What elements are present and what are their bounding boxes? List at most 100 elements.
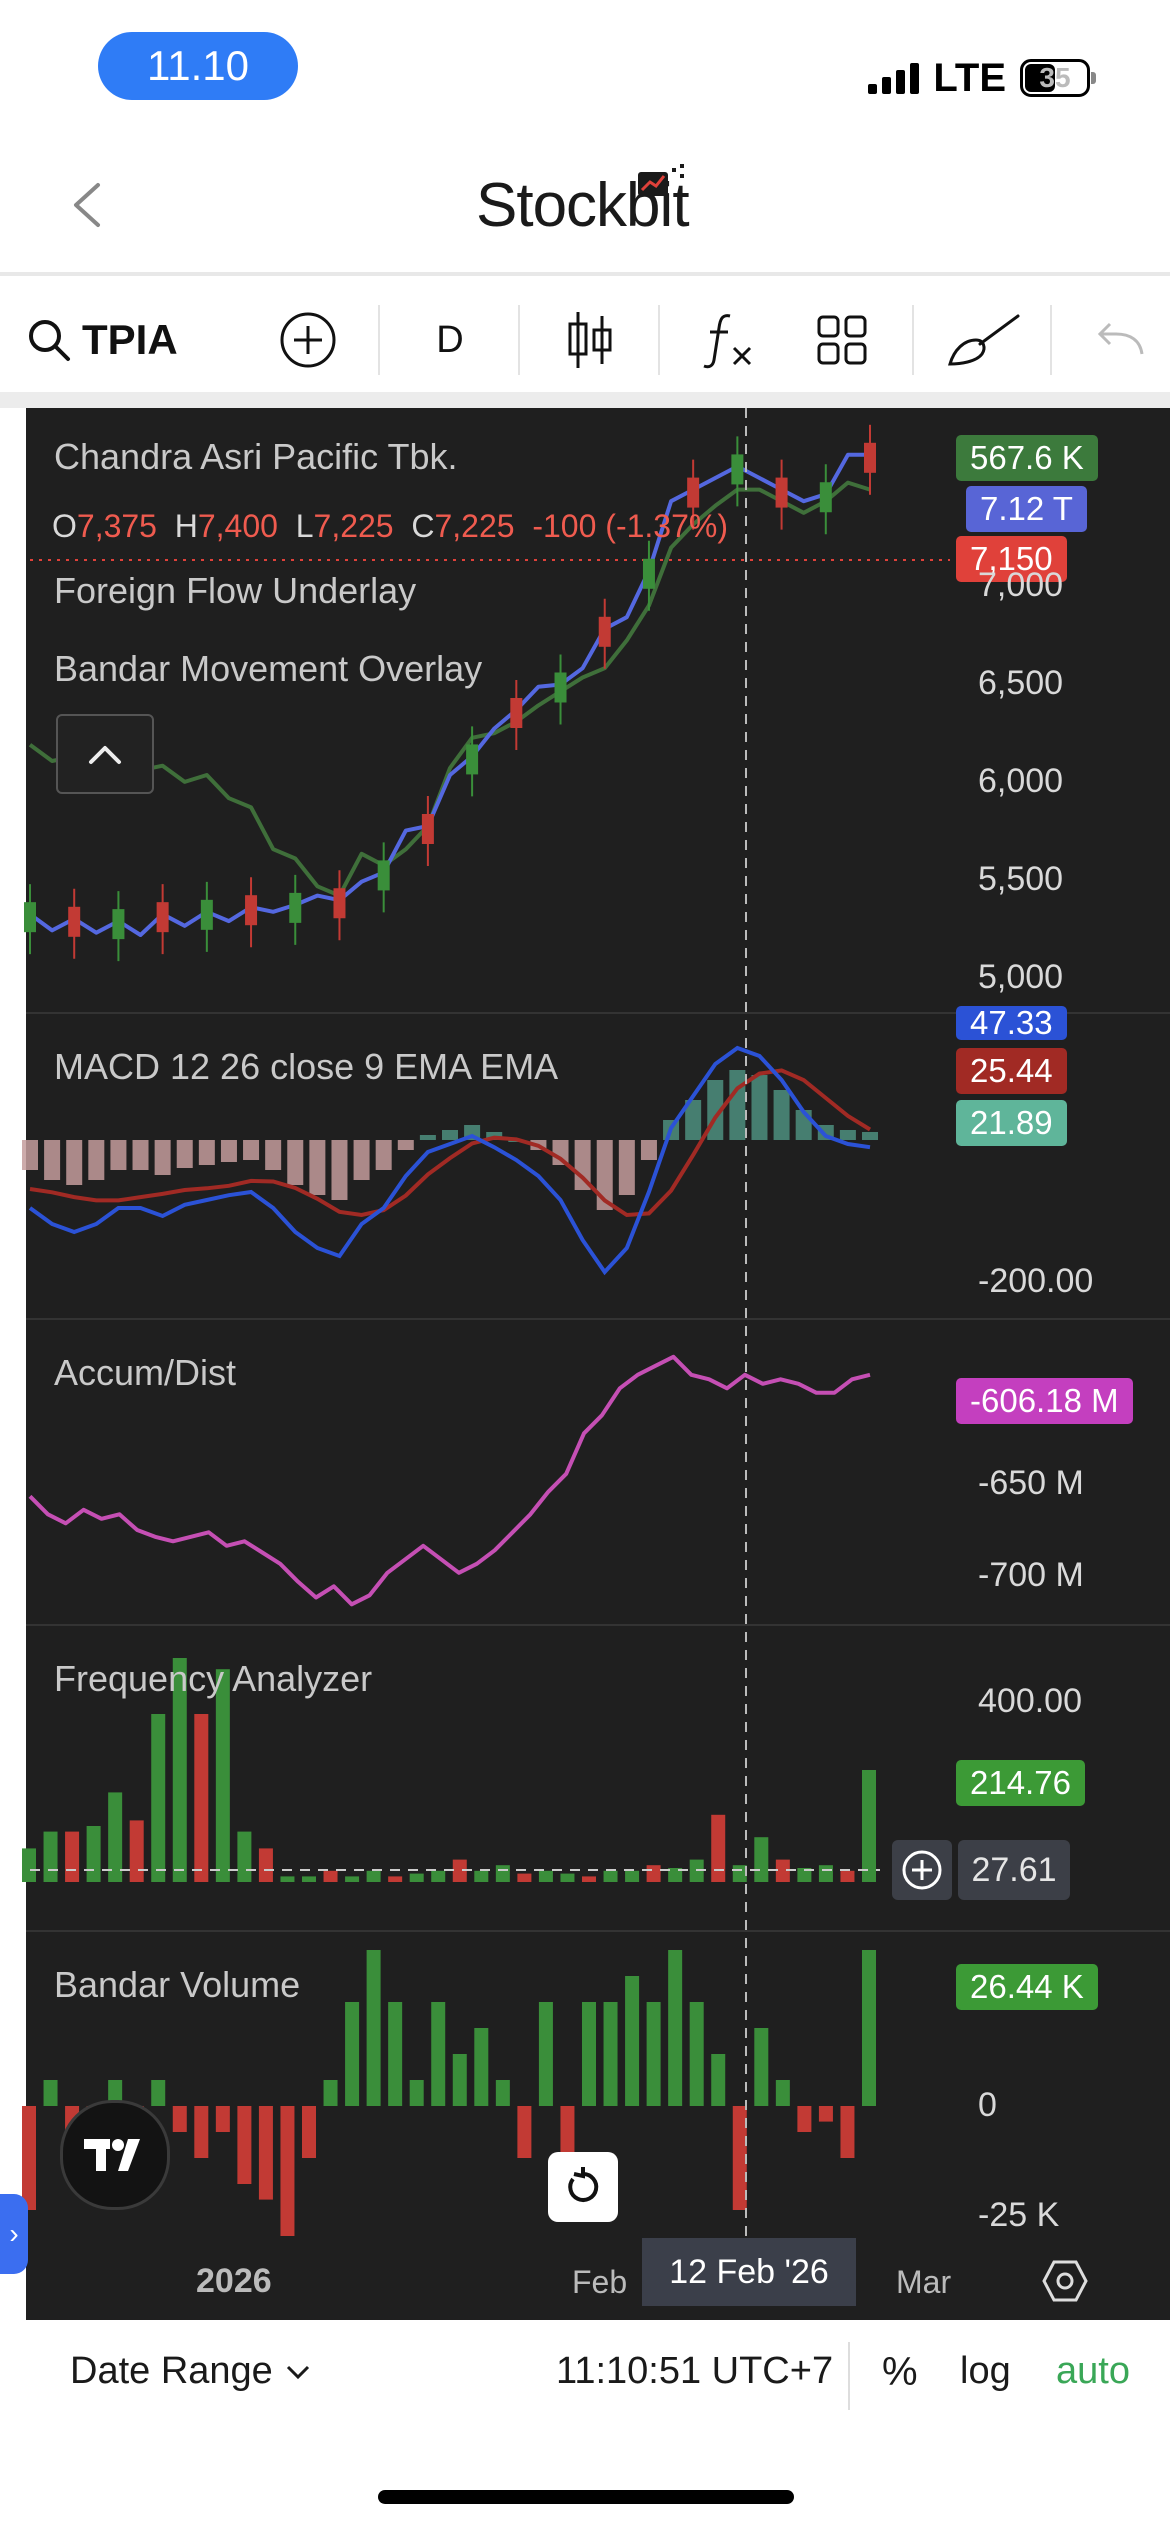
undo-button[interactable]: [1090, 305, 1150, 375]
bandar-volume-bar: [862, 1950, 876, 2106]
bandar-volume-bar: [43, 2080, 58, 2106]
macd-histogram-bar: [773, 1090, 790, 1140]
frequency-bar: [862, 1770, 876, 1882]
crosshair-date: 12 Feb '26: [642, 2238, 856, 2306]
chevron-down-icon: [286, 2365, 309, 2379]
macd-histogram-bar: [839, 1130, 856, 1140]
company-name: Chandra Asri Pacific Tbk.: [54, 436, 458, 477]
frequency-bar: [431, 1870, 446, 1882]
candle-body: [245, 895, 258, 926]
bandar-volume-bar: [258, 2106, 273, 2200]
bandar-volume-bar: [215, 2106, 230, 2132]
candle-body: [642, 558, 655, 589]
frequency-bar: [474, 1870, 489, 1882]
candle-body: [687, 477, 700, 508]
bandar-volume-bar: [711, 2054, 726, 2106]
side-panel-toggle[interactable]: ›: [0, 2194, 28, 2274]
frequency-bar: [818, 1865, 833, 1882]
battery-level: 35: [1039, 62, 1071, 93]
percent-scale-button[interactable]: %: [882, 2350, 918, 2394]
frequency-bar: [840, 1870, 855, 1882]
pane-divider[interactable]: [26, 1930, 1170, 1932]
macd-signal-line: [29, 1068, 872, 1218]
chart-type-button[interactable]: [560, 305, 620, 375]
candle-body: [289, 892, 302, 923]
pane-divider[interactable]: [26, 1624, 1170, 1626]
app-logo: Stockbit: [476, 164, 690, 241]
candle-body: [200, 899, 213, 930]
bandar-volume-bar: [689, 2002, 704, 2106]
chart-settings-button[interactable]: [1040, 2256, 1090, 2311]
bandar-volume-bar: [323, 2080, 338, 2106]
frequency-bar: [22, 1848, 36, 1882]
accum-title[interactable]: Accum/Dist: [54, 1352, 237, 1393]
bandar-volume-title[interactable]: Bandar Volume: [54, 1964, 301, 2005]
macd-histogram-bar: [88, 1140, 105, 1180]
freq-axis-label: 400.00: [978, 1682, 1082, 1720]
refresh-icon: [568, 2167, 599, 2202]
chart-clock[interactable]: 11:10:51 UTC+7: [556, 2350, 834, 2392]
layout-button[interactable]: [812, 305, 872, 375]
bandar-volume-axis-label: 0: [978, 2086, 997, 2124]
macd-histogram-bar: [132, 1140, 149, 1170]
freq-badge: 214.76: [956, 1760, 1085, 1806]
collapse-legend-button[interactable]: [56, 714, 154, 794]
back-button[interactable]: [60, 175, 120, 235]
bandar-volume-bar: [366, 1950, 381, 2106]
foreign-flow-line: [28, 480, 871, 898]
bandar-volume-bar: [151, 2080, 166, 2106]
macd-histogram-bar: [331, 1140, 348, 1200]
freq-title[interactable]: Frequency Analyzer: [54, 1658, 373, 1699]
log-scale-button[interactable]: log: [960, 2350, 1011, 2392]
time-axis-year: 2026: [196, 2262, 272, 2300]
bandar-volume-bar: [732, 2106, 747, 2210]
network-type: LTE: [933, 55, 1006, 100]
overlay-label-foreign-flow[interactable]: Foreign Flow Underlay: [54, 570, 417, 611]
logo-chart-icon: [638, 164, 684, 196]
pane-divider[interactable]: [26, 1012, 1170, 1014]
frequency-bar: [215, 1669, 230, 1882]
macd-histogram-bar: [618, 1140, 635, 1195]
frequency-bar: [43, 1831, 58, 1882]
reset-chart-button[interactable]: [548, 2152, 618, 2222]
macd-badge-signal: 25.44: [956, 1048, 1067, 1094]
bandar-volume-bar: [797, 2106, 812, 2132]
chevron-right-icon: ›: [9, 2218, 19, 2249]
macd-histogram-bar: [309, 1140, 326, 1195]
interval-button[interactable]: D: [436, 318, 464, 361]
date-range-button[interactable]: Date Range: [70, 2350, 311, 2393]
bandar-volume-bar: [452, 2054, 467, 2106]
macd-histogram-bar: [353, 1140, 370, 1180]
compare-symbol-button[interactable]: [276, 305, 340, 375]
overlay-label-bandar-movement[interactable]: Bandar Movement Overlay: [54, 648, 483, 689]
bandar-volume-bar: [194, 2106, 209, 2158]
frequency-bar: [582, 1876, 596, 1882]
frequency-bar: [302, 1876, 316, 1882]
macd-line: [28, 1045, 871, 1276]
toolbar-separator: [658, 305, 660, 375]
frequency-bar: [732, 1865, 747, 1882]
auto-scale-button[interactable]: auto: [1056, 2350, 1130, 2392]
frequency-bar: [108, 1792, 123, 1882]
candle-body: [421, 814, 434, 844]
frequency-bar: [86, 1826, 101, 1882]
candlestick-icon: [568, 312, 612, 368]
macd-histogram-bar: [596, 1140, 613, 1210]
frequency-bar: [646, 1865, 661, 1882]
frequency-bar: [388, 1876, 403, 1882]
bandar-movement-line: [28, 452, 870, 937]
crosshair-add-button[interactable]: [892, 1840, 952, 1900]
pane-divider[interactable]: [26, 1318, 1170, 1320]
macd-histogram-bar: [419, 1135, 436, 1140]
macd-title[interactable]: MACD 12 26 close 9 EMA EMA: [54, 1046, 559, 1087]
tradingview-logo[interactable]: [60, 2100, 170, 2210]
frequency-bar: [323, 1870, 338, 1882]
home-indicator: [378, 2490, 794, 2504]
indicators-button[interactable]: [698, 305, 758, 375]
candle-body: [156, 902, 169, 933]
symbol-search-button[interactable]: TPIA: [26, 310, 178, 370]
candle-body: [68, 906, 81, 937]
drawing-tools-button[interactable]: [946, 305, 1026, 375]
price-badge-volume: 567.6 K: [956, 435, 1098, 481]
